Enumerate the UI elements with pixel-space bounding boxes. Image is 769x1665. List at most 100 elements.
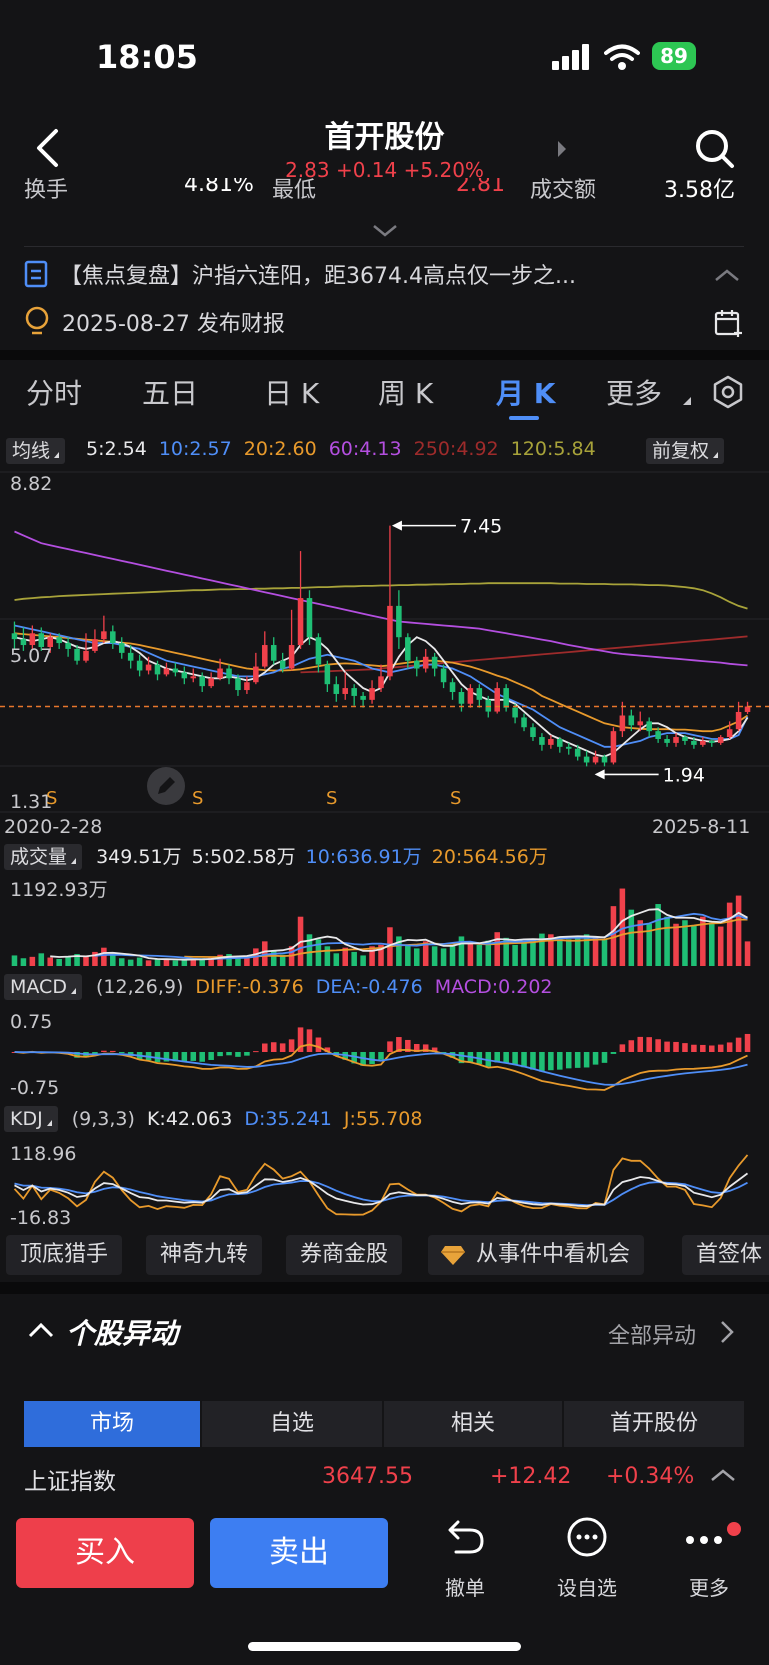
tab-daily-k[interactable]: 日 K <box>264 377 320 410</box>
volume-axis-max: 1192.93万 <box>10 879 108 901</box>
kdj-chart[interactable]: 118.96 -16.83 <box>0 1138 769 1226</box>
market-tab-market[interactable]: 市场 <box>24 1401 200 1447</box>
add-watchlist-icon[interactable] <box>566 1516 608 1558</box>
volume-bar <box>110 954 116 966</box>
tab-intraday[interactable]: 分时 <box>26 377 83 410</box>
volume-bar <box>11 955 18 966</box>
ma-selector[interactable]: 均线 <box>6 438 66 464</box>
macd-selector[interactable]: MACD <box>4 974 82 1000</box>
candle-body <box>521 717 527 728</box>
chip-event-opportunity[interactable]: 从事件中看机会 <box>428 1235 645 1275</box>
volume-bar <box>351 951 357 966</box>
candle-body <box>744 706 751 712</box>
market-tab-stock[interactable]: 首开股份 <box>564 1401 744 1447</box>
chip-first-sign[interactable]: 首签体 <box>682 1235 769 1275</box>
candle-body <box>74 648 80 661</box>
more-icon[interactable] <box>684 1520 744 1556</box>
candle-body <box>413 660 420 669</box>
high-annotation-label: 7.45 <box>460 516 502 538</box>
macd-bar <box>279 1043 286 1052</box>
chip-event-label: 从事件中看机会 <box>476 1242 631 1267</box>
ma10-value: 10:2.57 <box>158 438 232 460</box>
volume-bar <box>342 947 349 966</box>
volume-selector[interactable]: 成交量 <box>4 844 83 870</box>
macd-axis-min: -0.75 <box>10 1077 59 1098</box>
back-icon[interactable] <box>34 128 60 168</box>
chip-broker-picks[interactable]: 券商金股 <box>286 1235 403 1275</box>
all-movements-link[interactable]: 全部异动 <box>608 1324 697 1349</box>
collapse-chevron-icon[interactable] <box>28 1322 54 1338</box>
adjust-selector[interactable]: 前复权 <box>646 438 725 464</box>
volume-bar <box>127 959 134 966</box>
macd-dea-line <box>14 1051 748 1086</box>
candle-body <box>539 737 545 745</box>
chip-top-bottom[interactable]: 顶底猎手 <box>6 1235 123 1275</box>
active-tab-indicator <box>509 416 539 420</box>
candlestick-chart[interactable]: 8.82 5.07 1.31 7.45 1.94 S S S S <box>0 466 769 814</box>
volume-bar <box>655 904 661 966</box>
candle-body <box>101 631 107 640</box>
add-watchlist-label[interactable]: 设自选 <box>557 1576 617 1600</box>
volume-ma10: 10:636.91万 <box>305 846 422 868</box>
market-tab-related[interactable]: 相关 <box>384 1401 562 1447</box>
undo-icon[interactable] <box>446 1518 486 1556</box>
expand-chevron-icon[interactable] <box>372 224 398 238</box>
candle-body <box>592 756 599 763</box>
chip-nine-turn[interactable]: 神奇九转 <box>146 1235 263 1275</box>
annotations: 7.45 1.94 <box>391 516 705 786</box>
candle-body <box>637 721 644 726</box>
macd-bar <box>217 1052 223 1057</box>
candle-body <box>110 631 116 644</box>
macd-bar <box>226 1052 232 1056</box>
kdj-selector[interactable]: KDJ <box>4 1106 58 1132</box>
sell-button[interactable]: 卖出 <box>210 1518 388 1588</box>
macd-bar <box>172 1052 179 1062</box>
volume-bar <box>557 936 563 966</box>
calendar-add-icon[interactable] <box>714 308 744 338</box>
macd-dea: DEA:-0.476 <box>315 976 423 998</box>
edit-drawing-icon[interactable] <box>147 767 185 805</box>
market-tab-watchlist[interactable]: 自选 <box>202 1401 382 1447</box>
macd-bar <box>744 1033 751 1052</box>
macd-bar <box>726 1042 733 1052</box>
status-time: 18:05 <box>96 38 198 76</box>
index-name[interactable]: 上证指数 <box>24 1469 116 1495</box>
signal-marker: S <box>192 788 203 809</box>
ma250-value: 250:4.92 <box>413 438 499 460</box>
volume-ma20: 20:564.56万 <box>431 846 548 868</box>
volume-bar <box>190 959 197 966</box>
macd-chart[interactable]: 0.75 -0.75 <box>0 1006 769 1098</box>
tab-more[interactable]: 更多 <box>606 377 663 410</box>
candle-body <box>458 692 465 704</box>
price-axis-mid: 5.07 <box>10 645 52 667</box>
settings-icon[interactable] <box>710 374 746 410</box>
candle-body <box>163 668 170 675</box>
chevron-right-icon[interactable] <box>720 1320 734 1344</box>
candle-body <box>65 643 71 649</box>
macd-bar <box>628 1040 635 1052</box>
search-icon[interactable] <box>694 128 736 170</box>
macd-bar <box>110 1050 116 1052</box>
collapse-chevron-icon[interactable] <box>710 1468 736 1482</box>
cancel-order-label[interactable]: 撤单 <box>445 1576 485 1600</box>
news-headline[interactable]: 【焦点复盘】沪指六连阳，距3674.4高点仅一步之... <box>60 264 576 289</box>
collapse-chevron-icon[interactable] <box>714 268 740 282</box>
tab-weekly-k[interactable]: 周 K <box>378 377 434 410</box>
buy-button[interactable]: 买入 <box>16 1518 194 1588</box>
next-stock-icon[interactable] <box>556 140 568 158</box>
ma60-line <box>14 530 748 667</box>
candle-body <box>297 598 304 646</box>
macd-bar <box>682 1043 688 1052</box>
macd-bar <box>253 1051 259 1053</box>
candle-body <box>691 740 697 745</box>
index-value: 3647.55 <box>322 1464 413 1489</box>
volume-chart[interactable]: 1192.93万 <box>0 872 769 968</box>
tab-monthly-k[interactable]: 月 K <box>496 377 556 410</box>
more-label[interactable]: 更多 <box>689 1576 729 1600</box>
volume-bar <box>262 941 268 966</box>
earnings-report-date[interactable]: 2025-08-27 发布财报 <box>62 312 285 337</box>
tab-five-day[interactable]: 五日 <box>142 377 199 410</box>
volume-bar <box>494 932 500 966</box>
battery-icon: 89 <box>652 42 696 70</box>
macd-bar <box>413 1043 420 1052</box>
